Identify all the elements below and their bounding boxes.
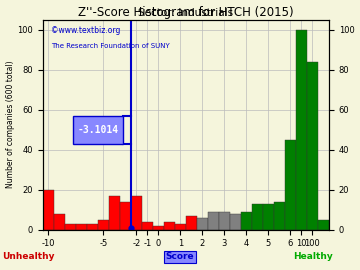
Text: Sector: Industrials: Sector: Industrials bbox=[138, 8, 233, 18]
Bar bbox=[296, 30, 307, 230]
Text: Healthy: Healthy bbox=[293, 252, 333, 261]
Bar bbox=[285, 140, 296, 230]
Text: -3.1014: -3.1014 bbox=[77, 125, 118, 135]
Bar bbox=[131, 195, 142, 230]
Bar bbox=[186, 215, 197, 230]
Text: Score: Score bbox=[166, 252, 194, 261]
Text: ©www.textbiz.org: ©www.textbiz.org bbox=[51, 26, 121, 35]
Bar bbox=[197, 218, 208, 230]
Bar bbox=[263, 204, 274, 230]
Bar bbox=[76, 224, 87, 230]
Bar bbox=[274, 201, 285, 229]
Bar bbox=[43, 190, 54, 230]
Bar bbox=[164, 221, 175, 229]
Bar bbox=[208, 211, 219, 229]
Bar bbox=[120, 201, 131, 229]
Bar bbox=[219, 211, 230, 229]
FancyBboxPatch shape bbox=[73, 116, 123, 144]
Text: The Research Foundation of SUNY: The Research Foundation of SUNY bbox=[51, 43, 170, 49]
Bar bbox=[153, 225, 164, 230]
Bar bbox=[307, 62, 318, 230]
Bar bbox=[98, 220, 109, 230]
Y-axis label: Number of companies (600 total): Number of companies (600 total) bbox=[5, 61, 14, 188]
Title: Z''-Score Histogram for HTCH (2015): Z''-Score Histogram for HTCH (2015) bbox=[78, 6, 294, 19]
Bar bbox=[65, 224, 76, 230]
Bar bbox=[54, 214, 65, 230]
Bar bbox=[318, 220, 329, 230]
Text: Unhealthy: Unhealthy bbox=[3, 252, 55, 261]
Bar bbox=[175, 224, 186, 230]
Bar bbox=[109, 195, 120, 230]
Bar bbox=[252, 204, 263, 230]
Bar bbox=[142, 221, 153, 229]
Bar bbox=[87, 224, 98, 230]
Bar bbox=[230, 214, 241, 230]
Bar bbox=[241, 211, 252, 229]
